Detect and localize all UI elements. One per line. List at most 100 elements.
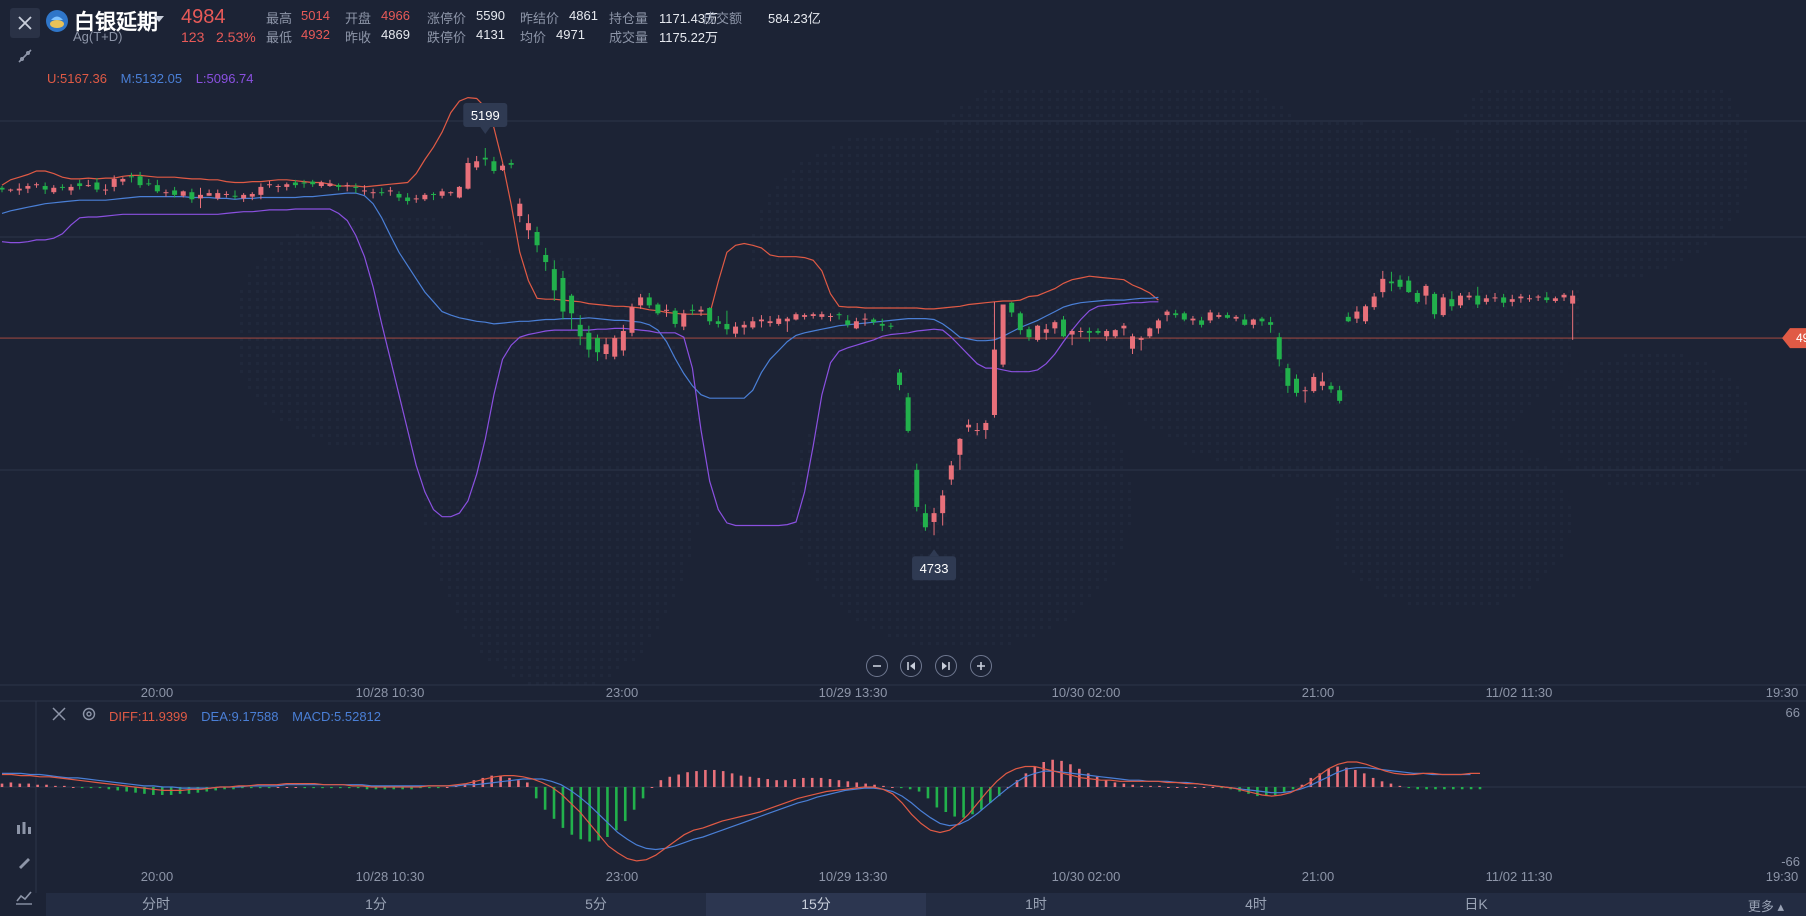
map-dot <box>488 402 491 405</box>
map-dot <box>336 426 339 429</box>
map-dot <box>592 442 595 445</box>
map-dot <box>632 426 635 429</box>
map-dot <box>608 610 611 613</box>
map-dot <box>1024 194 1027 197</box>
map-dot <box>496 442 499 445</box>
map-dot <box>1080 306 1083 309</box>
map-dot <box>1048 186 1051 189</box>
map-dot <box>768 226 771 229</box>
map-dot <box>488 602 491 605</box>
map-dot <box>472 554 475 557</box>
map-dot <box>464 450 467 453</box>
map-dot <box>928 330 931 333</box>
map-dot <box>1000 410 1003 413</box>
map-dot <box>1096 562 1099 565</box>
map-dot <box>888 370 891 373</box>
map-dot <box>984 378 987 381</box>
map-dot <box>1000 234 1003 237</box>
map-dot <box>280 402 283 405</box>
map-dot <box>1088 314 1091 317</box>
map-dot <box>880 250 883 253</box>
map-dot <box>1112 178 1115 181</box>
map-dot <box>808 434 811 437</box>
map-dot <box>408 370 411 373</box>
map-dot <box>888 250 891 253</box>
map-dot <box>848 146 851 149</box>
map-dot <box>504 394 507 397</box>
map-dot <box>920 378 923 381</box>
map-dot <box>552 650 555 653</box>
map-dot <box>520 634 523 637</box>
map-dot <box>392 442 395 445</box>
map-dot <box>616 546 619 549</box>
map-dot <box>1128 218 1131 221</box>
map-dot <box>1048 578 1051 581</box>
map-dot <box>824 234 827 237</box>
map-dot <box>1160 386 1163 389</box>
map-dot <box>288 306 291 309</box>
map-dot <box>952 490 955 493</box>
map-dot <box>408 226 411 229</box>
map-dot <box>856 458 859 461</box>
map-dot <box>568 634 571 637</box>
map-dot <box>376 338 379 341</box>
map-dot <box>264 306 267 309</box>
map-dot <box>1024 138 1027 141</box>
map-dot <box>624 522 627 525</box>
map-dot <box>288 394 291 397</box>
map-dot <box>480 354 483 357</box>
map-dot <box>1144 226 1147 229</box>
map-dot <box>984 266 987 269</box>
map-dot <box>472 570 475 573</box>
map-dot <box>304 234 307 237</box>
map-dot <box>432 242 435 245</box>
map-dot <box>1096 106 1099 109</box>
map-dot <box>608 418 611 421</box>
map-dot <box>1080 402 1083 405</box>
map-dot <box>960 282 963 285</box>
map-dot <box>480 242 483 245</box>
map-dot <box>920 546 923 549</box>
map-dot <box>312 314 315 317</box>
map-dot <box>1160 242 1163 245</box>
map-dot <box>432 354 435 357</box>
map-dot <box>640 634 643 637</box>
map-dot <box>1120 322 1123 325</box>
map-dot <box>1048 290 1051 293</box>
map-dot <box>792 242 795 245</box>
map-dot <box>632 418 635 421</box>
map-dot <box>1048 234 1051 237</box>
map-dot <box>816 450 819 453</box>
map-dot <box>1008 290 1011 293</box>
map-dot <box>328 370 331 373</box>
map-dot <box>560 434 563 437</box>
map-dot <box>656 498 659 501</box>
map-dot <box>1160 282 1163 285</box>
map-dot <box>992 274 995 277</box>
map-dot <box>1144 114 1147 117</box>
map-dot <box>1080 194 1083 197</box>
map-dot <box>768 290 771 293</box>
map-dot <box>1032 634 1035 637</box>
map-dot <box>624 546 627 549</box>
map-dot <box>592 514 595 517</box>
map-dot <box>1136 162 1139 165</box>
map-dot <box>392 386 395 389</box>
map-dot <box>912 178 915 181</box>
map-dot <box>872 234 875 237</box>
map-dot <box>400 258 403 261</box>
map-dot <box>656 594 659 597</box>
map-dot <box>272 410 275 413</box>
map-dot <box>864 498 867 501</box>
map-dot <box>1136 330 1139 333</box>
map-dot <box>952 618 955 621</box>
map-dot <box>920 498 923 501</box>
map-dot <box>328 426 331 429</box>
map-dot <box>840 554 843 557</box>
map-dot <box>992 522 995 525</box>
map-dot <box>944 554 947 557</box>
map-dot <box>584 402 587 405</box>
map-dot <box>848 210 851 213</box>
map-dot <box>488 554 491 557</box>
